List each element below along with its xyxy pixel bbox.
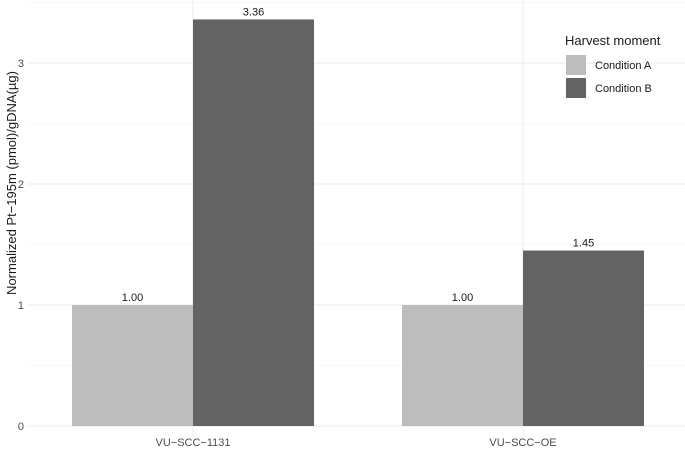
y-tick-label: 0 [18, 421, 24, 433]
legend-swatch [566, 78, 586, 98]
bar-condition-a-0 [72, 305, 193, 426]
x-tick-label: VU−SCC−OE [489, 437, 556, 449]
y-tick-label: 2 [18, 179, 24, 191]
data-label: 1.00 [452, 292, 473, 304]
legend-label: Condition B [595, 83, 652, 95]
bar-series [72, 19, 644, 426]
y-tick-label: 3 [18, 58, 24, 70]
x-tick-label: VU−SCC−1131 [155, 437, 230, 449]
x-axis-ticks: VU−SCC−1131 VU−SCC−OE [155, 437, 556, 449]
bar-condition-b-0 [193, 19, 314, 426]
y-axis-label: Normalized Pt−195m (pmol)/gDNA(µg) [4, 71, 19, 295]
data-labels: 1.00 3.36 1.00 1.45 [122, 6, 594, 304]
bar-condition-b-1 [523, 250, 644, 426]
y-tick-label: 1 [18, 300, 24, 312]
legend: Harvest moment Condition A Condition B [565, 33, 661, 98]
legend-label: Condition A [595, 60, 652, 72]
legend-swatch [566, 55, 586, 75]
y-axis-ticks: 0 1 2 3 [18, 58, 24, 433]
legend-title: Harvest moment [565, 33, 661, 48]
data-label: 3.36 [243, 6, 264, 18]
bar-condition-a-1 [402, 305, 523, 426]
data-label: 1.45 [573, 238, 594, 250]
data-label: 1.00 [122, 292, 143, 304]
